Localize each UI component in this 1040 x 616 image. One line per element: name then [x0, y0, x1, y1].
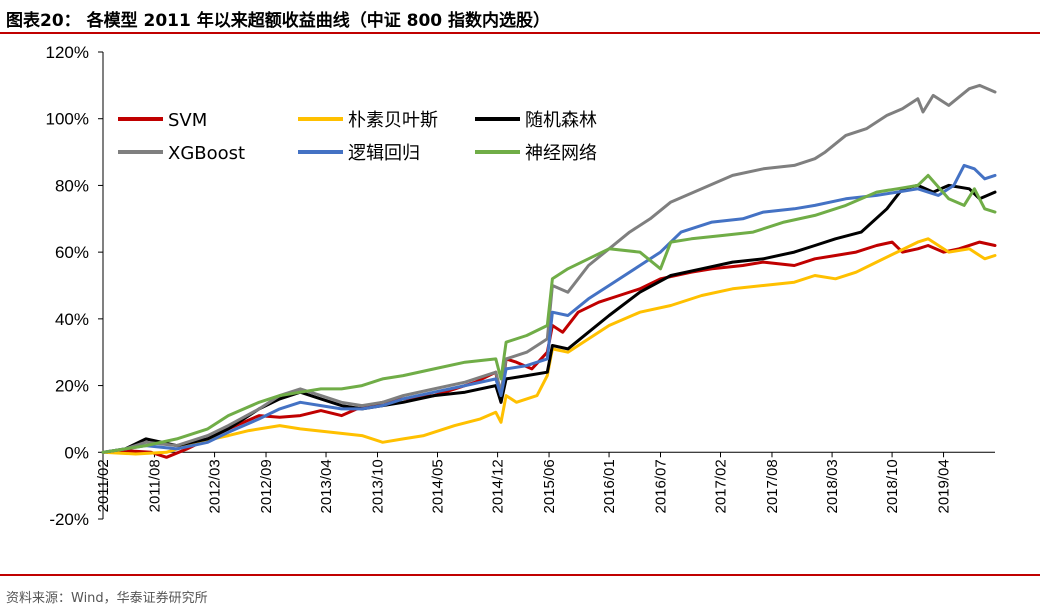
x-tick-label: 2013/04: [318, 459, 335, 513]
y-tick-label: 40%: [55, 310, 89, 329]
series-line: [101, 163, 997, 454]
x-tick-label: 2011/02: [95, 459, 112, 512]
x-tick-label: 2018/10: [884, 459, 901, 513]
series-line: [101, 183, 997, 454]
top-rule: [0, 32, 1040, 34]
x-tick-label: 2017/02: [713, 459, 730, 513]
y-tick-label: 80%: [55, 176, 89, 195]
x-tick-label: 2014/12: [490, 459, 507, 513]
x-tick-label: 2012/03: [207, 459, 224, 513]
legend-label: 逻辑回归: [348, 143, 420, 164]
x-tick-label: 2018/03: [824, 459, 841, 513]
y-tick-label: 20%: [55, 377, 89, 396]
legend-label: 随机森林: [525, 110, 597, 131]
x-tick-label: 2011/08: [146, 459, 163, 512]
source-note: 资料来源：Wind，华泰证券研究所: [6, 591, 208, 606]
x-tick-label: 2015/06: [541, 459, 558, 513]
x-tick-label: 2013/10: [369, 459, 386, 513]
series-line: [101, 173, 997, 454]
x-tick-label: 2016/01: [601, 459, 618, 513]
x-tick-label: 2012/09: [258, 459, 275, 513]
y-tick-label: 60%: [55, 243, 89, 262]
chart-title: 图表20： 各模型 2011 年以来超额收益曲线（中证 800 指数内选股）: [6, 11, 551, 31]
legend-label: 朴素贝叶斯: [348, 110, 438, 131]
legend-label: 神经网络: [525, 143, 597, 164]
x-tick-label: 2014/05: [429, 459, 446, 513]
x-tick-label: 2017/08: [764, 459, 781, 513]
bottom-rule: [0, 574, 1040, 576]
x-tick-label: 2019/04: [936, 459, 953, 513]
chart-axes: -20% 0% 20% 40% 60% 80% 100% 120% 2011/02 2011/08…: [46, 43, 995, 529]
legend-label: XGBoost: [168, 143, 245, 164]
y-tick-label: 100%: [46, 110, 89, 129]
legend-label: SVM: [168, 110, 207, 131]
y-tick-label: 120%: [46, 43, 89, 62]
y-tick-label: -20%: [49, 510, 89, 529]
y-tick-label: 0%: [64, 443, 89, 462]
chart-series: [101, 83, 997, 459]
x-tick-label: 2016/07: [653, 459, 670, 513]
chart-legend: SVM 朴素贝叶斯 随机森林 XGBoost 逻辑回归 神经网络: [118, 110, 597, 164]
